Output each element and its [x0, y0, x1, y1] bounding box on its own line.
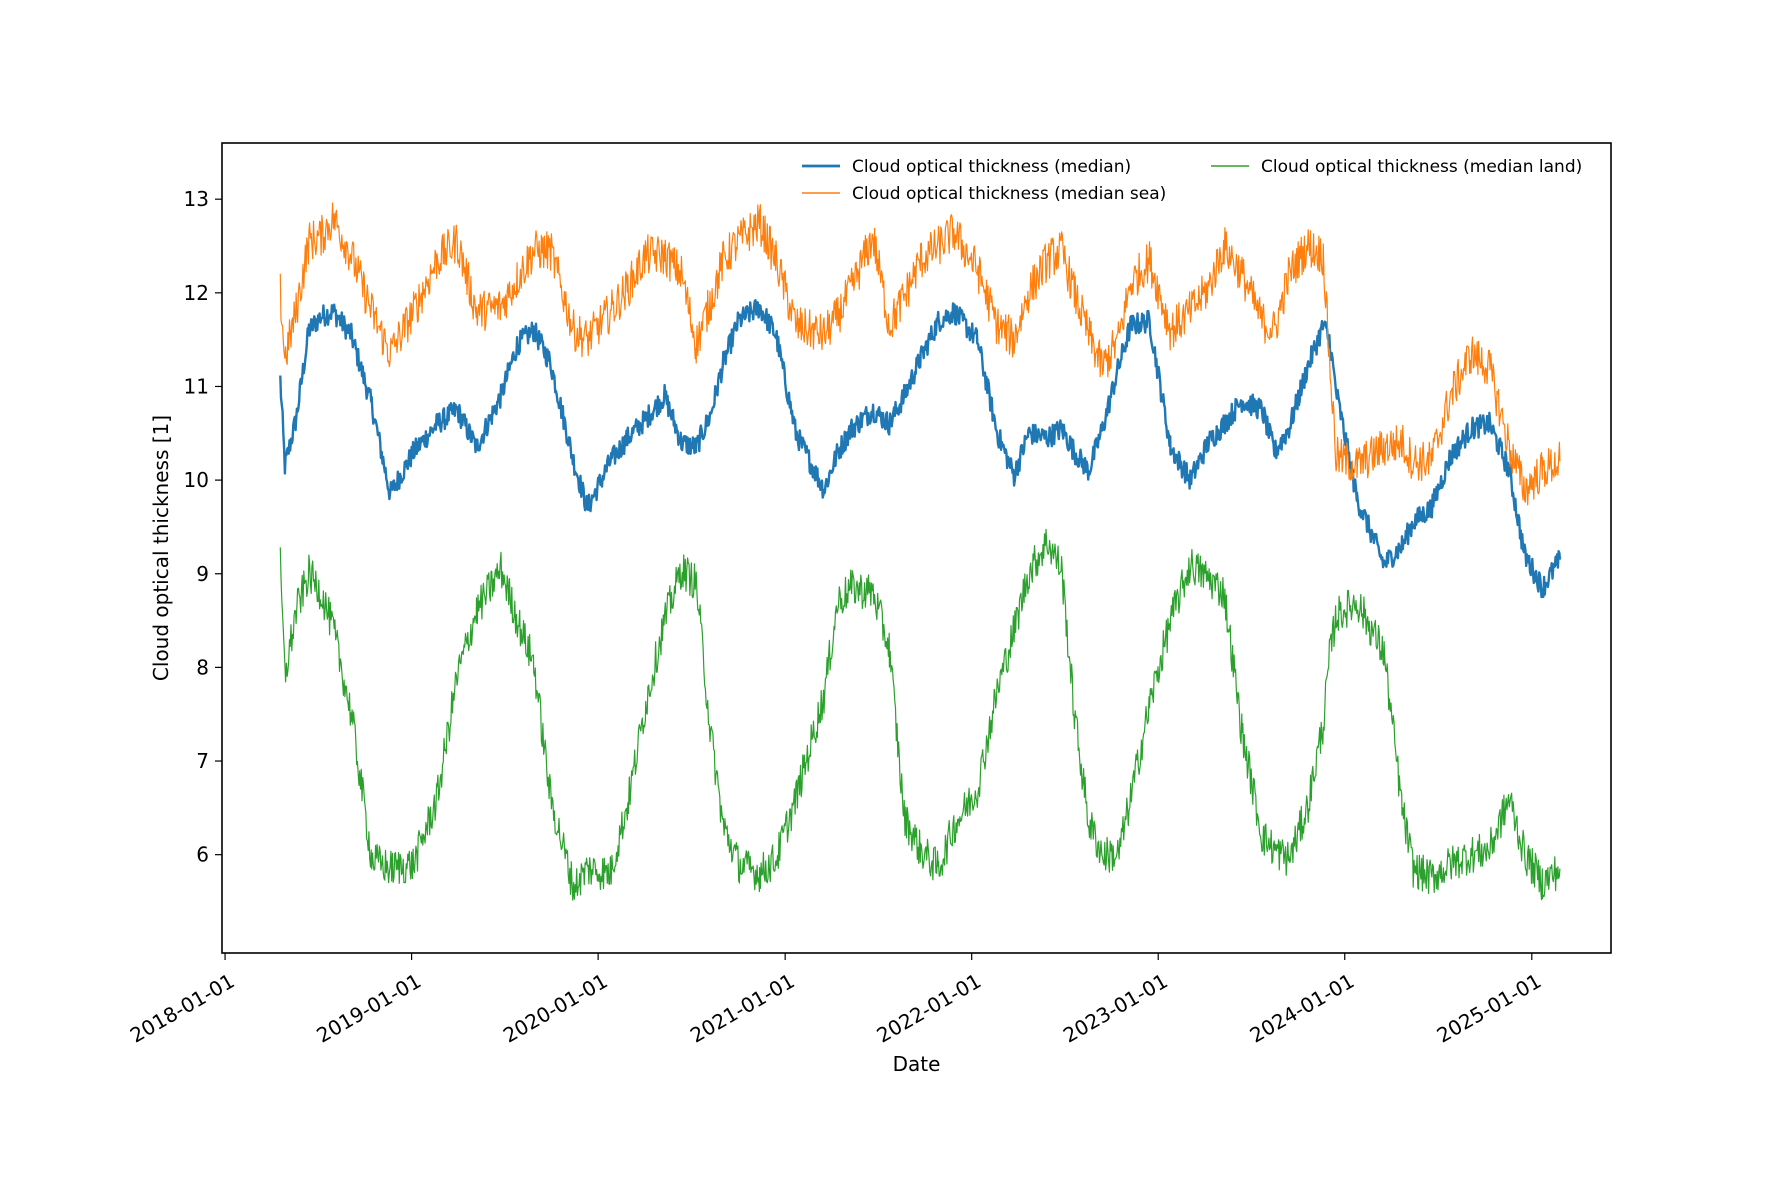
legend-label: Cloud optical thickness (median) [852, 157, 1131, 177]
y-tick-label: 9 [196, 562, 209, 586]
y-tick-label: 7 [196, 749, 209, 773]
y-tick-label: 13 [184, 187, 209, 211]
series-line-1 [279, 299, 1562, 599]
series-line-3 [279, 528, 1561, 901]
legend-label: Cloud optical thickness (median sea) [852, 184, 1166, 204]
y-tick-label: 12 [184, 281, 209, 305]
legend: Cloud optical thickness (median) Cloud op… [802, 157, 1582, 204]
plot-frame [221, 142, 1612, 954]
y-axis-label: Cloud optical thickness [1] [149, 415, 173, 681]
y-tick-label: 11 [184, 374, 209, 398]
y-tick-label: 6 [196, 843, 209, 867]
series-layer [279, 202, 1562, 901]
series-line-2 [279, 202, 1561, 506]
y-tick-label: 10 [184, 468, 209, 492]
y-axis: 6 7 8 9 10 11 12 13 [184, 187, 222, 867]
x-axis-label: Date [893, 1052, 941, 1076]
legend-label: Cloud optical thickness (median land) [1261, 157, 1582, 177]
y-tick-label: 8 [196, 655, 209, 679]
